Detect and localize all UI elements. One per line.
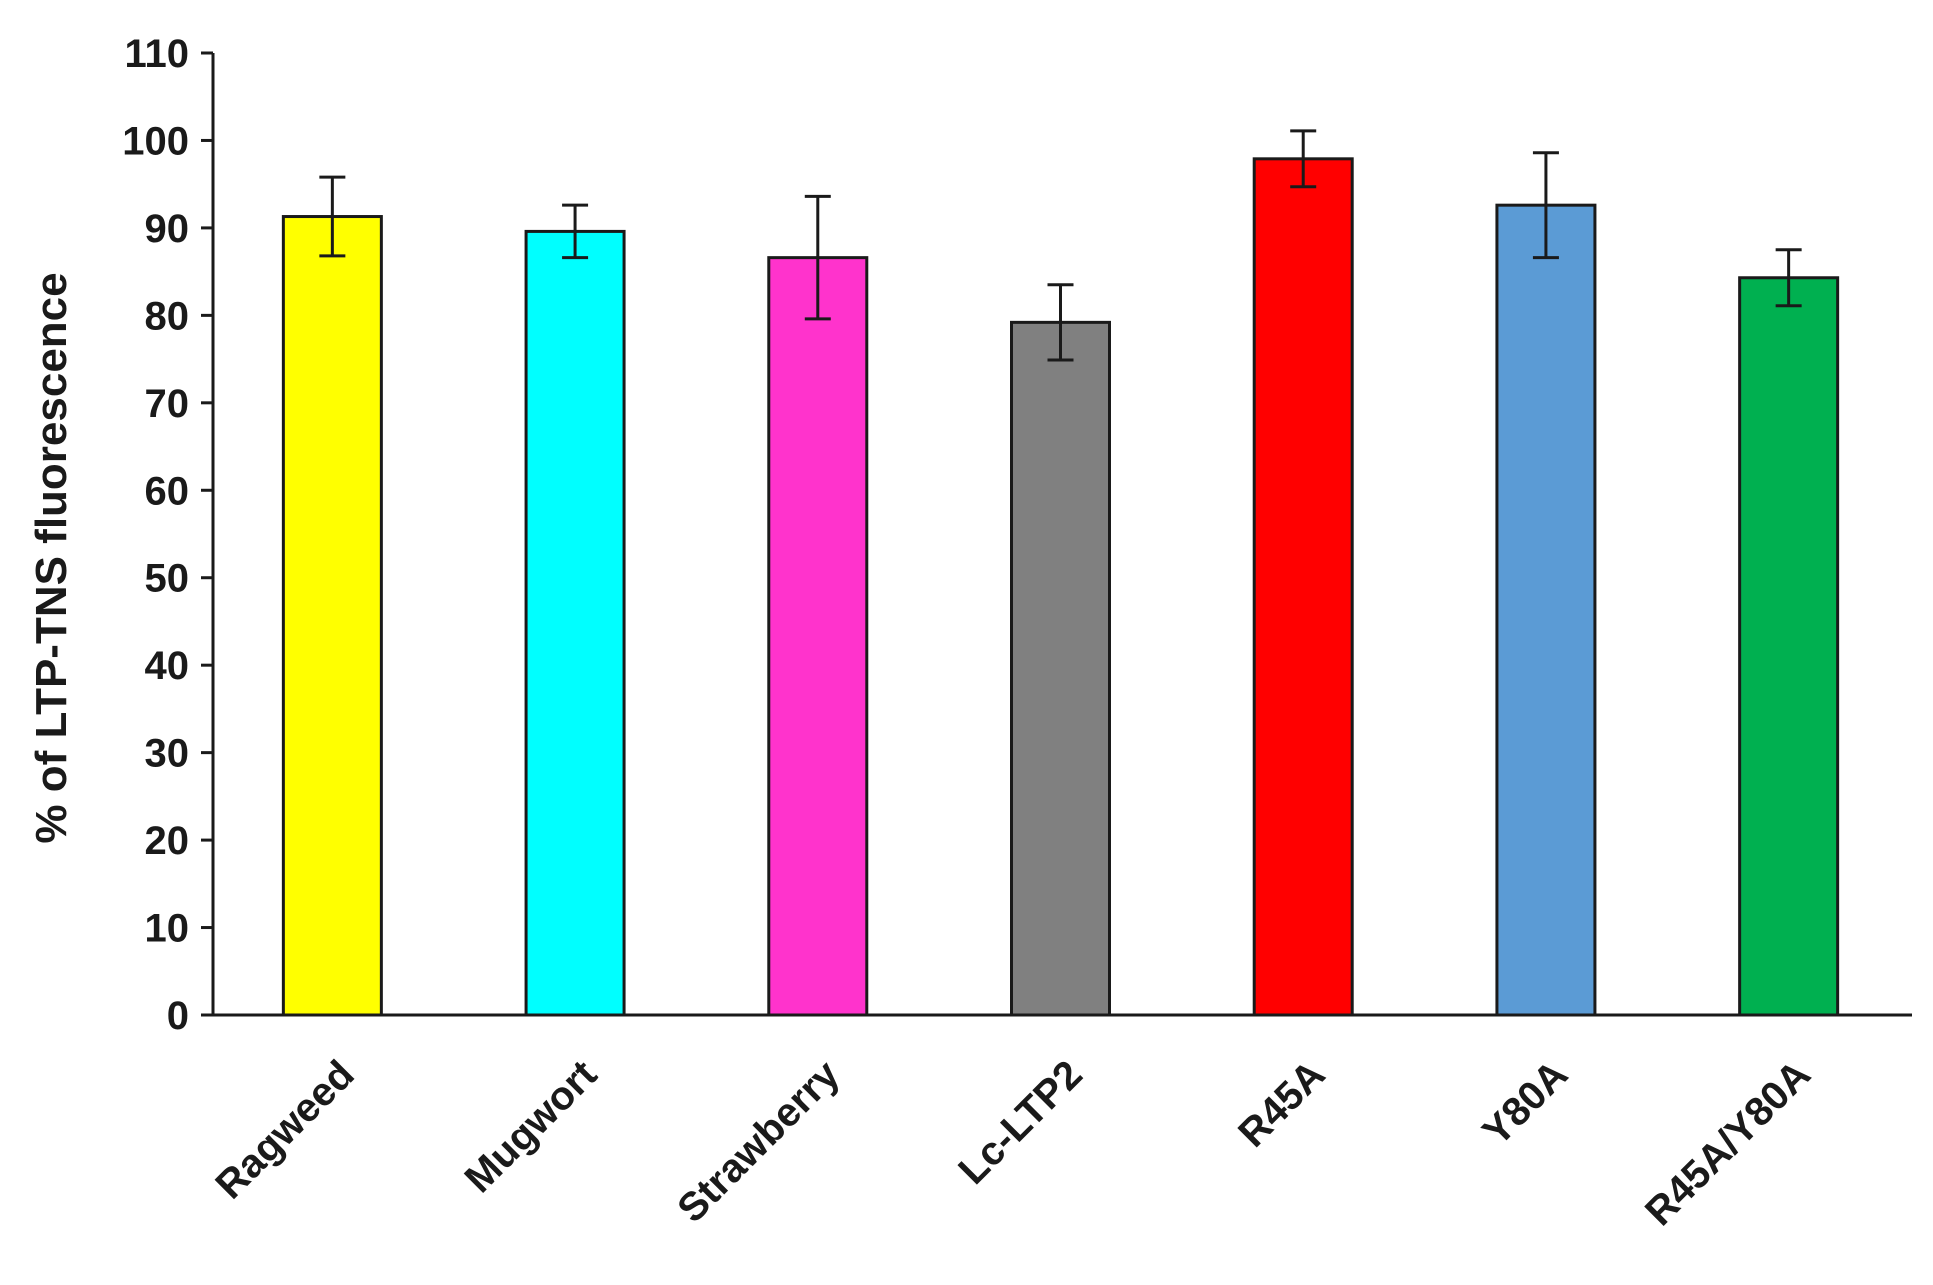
x-tick-label: Mugwort <box>457 1052 606 1201</box>
bars <box>281 157 1840 1017</box>
x-tick-label: Ragweed <box>207 1052 362 1207</box>
x-axis-labels: Ragweed Mugwort Strawberry Lc-LTP2 R45A Y80A R… <box>207 1052 1819 1235</box>
y-axis-title-group: % of LTP-TNS fluorescence <box>27 272 76 843</box>
bar <box>1738 276 1840 1017</box>
y-tick-label: 100 <box>122 119 189 163</box>
x-tick-label: R45A/Y80A <box>1637 1052 1819 1234</box>
x-tick-label: Y80A <box>1474 1052 1576 1154</box>
bar <box>1010 320 1111 1017</box>
y-tick-label: 40 <box>145 644 190 688</box>
y-tick-label: 110 <box>124 32 189 76</box>
x-tick-label: Lc-LTP2 <box>950 1052 1091 1193</box>
y-tick-label: 50 <box>145 557 190 601</box>
bar <box>524 229 626 1017</box>
y-tick-label: 10 <box>145 907 190 951</box>
y-tick-label: 0 <box>167 994 189 1038</box>
x-tick-label: Strawberry <box>669 1052 848 1231</box>
y-axis-title: % of LTP-TNS fluorescence <box>27 272 76 843</box>
y-tick-label: 70 <box>145 382 190 426</box>
y-tick-label: 60 <box>145 469 190 513</box>
bar <box>767 256 869 1017</box>
y-tick-label: 20 <box>145 819 190 863</box>
x-tick-label: R45A <box>1230 1052 1333 1155</box>
error-bars <box>319 129 1802 362</box>
bar <box>1252 157 1354 1017</box>
y-axis-ticks: 0 10 20 30 40 50 60 70 80 90 100 110 <box>122 32 213 1038</box>
bar <box>1495 203 1597 1017</box>
y-tick-label: 90 <box>145 207 190 251</box>
y-tick-label: 30 <box>145 732 190 776</box>
y-tick-label: 80 <box>145 294 190 338</box>
bar <box>281 215 383 1017</box>
